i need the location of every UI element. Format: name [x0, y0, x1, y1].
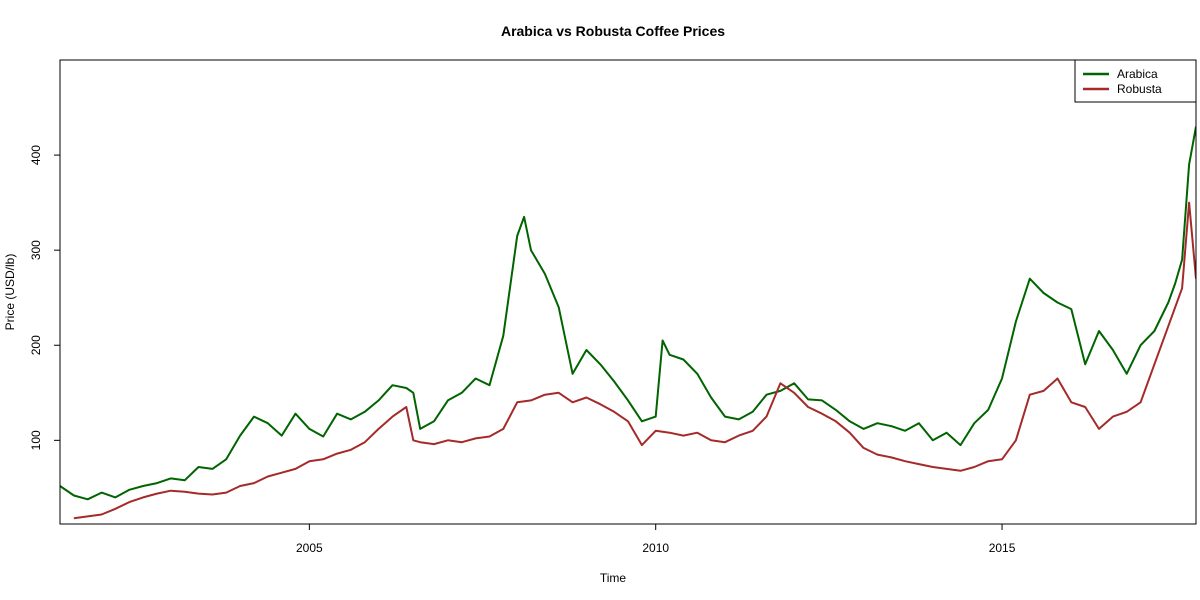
series-layer [60, 126, 1196, 520]
x-axis-label: Time [600, 571, 627, 585]
series-line-arabica [60, 126, 1196, 501]
legend-box [1074, 59, 1197, 103]
plot-frame [59, 59, 1197, 525]
legend-label-arabica: Arabica [1117, 67, 1158, 81]
series-line-robusta [73, 201, 1196, 520]
y-axis-label: Price (USD/lb) [3, 254, 17, 331]
y-tick-label: 300 [29, 240, 43, 260]
y-tick-label: 400 [29, 145, 43, 165]
x-tick-label: 2015 [989, 541, 1016, 555]
legend-label-robusta: Robusta [1117, 82, 1162, 96]
x-tick-label: 2005 [296, 541, 323, 555]
y-axis: 100 200 300 400 [29, 145, 60, 450]
legend: Arabica Robusta [1074, 59, 1197, 103]
y-tick-label: 200 [29, 335, 43, 355]
x-tick-label: 2010 [642, 541, 669, 555]
x-axis: 2005 2010 2015 [296, 524, 1016, 555]
y-tick-label: 100 [29, 430, 43, 450]
chart-title: Arabica vs Robusta Coffee Prices [501, 23, 725, 39]
